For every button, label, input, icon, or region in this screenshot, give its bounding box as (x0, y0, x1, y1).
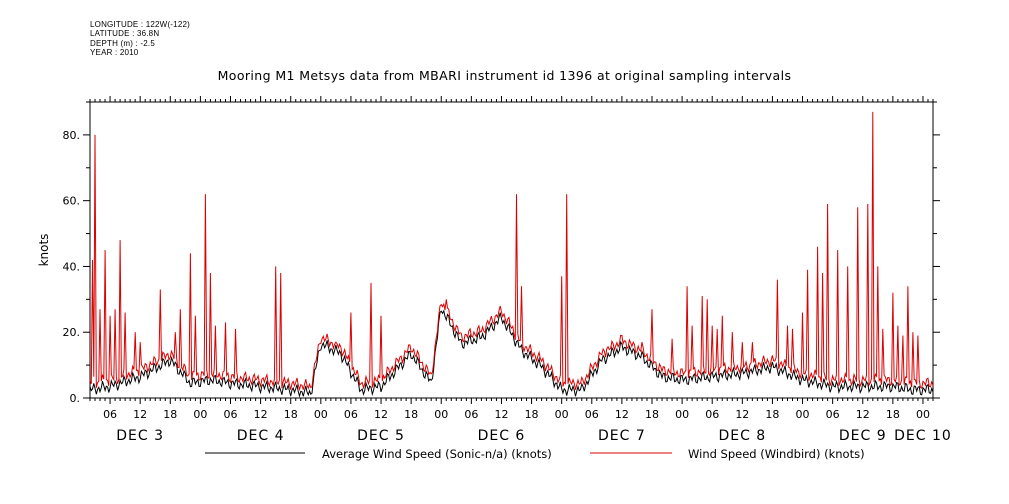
metadata-block: LONGITUDE : 122W(-122) LATITUDE : 36.8N … (90, 20, 190, 57)
y-tick-label: 20. (63, 326, 81, 339)
x-hour-tick-label: 06 (464, 408, 478, 421)
series-line-average-wind-speed (89, 309, 934, 398)
x-hour-tick-label: 18 (284, 408, 298, 421)
x-hour-tick-label: 12 (494, 408, 508, 421)
x-hour-tick-label: 00 (555, 408, 569, 421)
x-hour-tick-label: 12 (133, 408, 147, 421)
x-day-label: DEC 5 (357, 428, 405, 444)
x-day-label: DEC 10 (894, 428, 952, 444)
x-hour-tick-label: 12 (374, 408, 388, 421)
x-day-label: DEC 9 (839, 428, 887, 444)
x-day-label: DEC 8 (718, 428, 766, 444)
y-tick-label: 80. (63, 129, 81, 142)
x-hour-tick-label: 18 (765, 408, 779, 421)
x-day-label: DEC 4 (237, 428, 285, 444)
x-hour-tick-label: 00 (314, 408, 328, 421)
x-hour-tick-label: 00 (434, 408, 448, 421)
x-hour-tick-label: 18 (163, 408, 177, 421)
x-hour-tick-label: 18 (404, 408, 418, 421)
longitude-label: LONGITUDE : 122W(-122) (90, 20, 190, 29)
latitude-label: LATITUDE : 36.8N (90, 29, 160, 39)
y-tick-label: 60. (63, 195, 81, 208)
x-hour-tick-label: 18 (645, 408, 659, 421)
x-hour-tick-label: 06 (705, 408, 719, 421)
series-line-windbird-wind-speed (89, 111, 934, 392)
year-label: YEAR : 2010 (90, 47, 139, 57)
x-hour-tick-label: 18 (886, 408, 900, 421)
legend-label-average-wind-speed: Average Wind Speed (Sonic-n/a) (knots) (322, 447, 552, 461)
x-hour-tick-label: 12 (735, 408, 749, 421)
x-hour-tick-label: 00 (916, 408, 930, 421)
x-day-label: DEC 6 (478, 428, 526, 444)
chart-title: Mooring M1 Metsys data from MBARI instru… (217, 68, 792, 83)
x-hour-tick-label: 06 (103, 408, 117, 421)
x-hour-tick-label: 06 (585, 408, 599, 421)
x-hour-tick-label: 12 (856, 408, 870, 421)
x-hour-tick-label: 12 (615, 408, 629, 421)
x-day-label: DEC 7 (598, 428, 646, 444)
x-hour-tick-label: 06 (826, 408, 840, 421)
x-hour-tick-label: 00 (675, 408, 689, 421)
x-hour-tick-label: 06 (344, 408, 358, 421)
y-tick-label: 40. (63, 260, 81, 273)
y-axis-label: knots (37, 234, 51, 267)
x-hour-tick-label: 00 (796, 408, 810, 421)
x-hour-tick-label: 06 (224, 408, 238, 421)
x-hour-tick-label: 00 (193, 408, 207, 421)
y-tick-label: 0. (70, 392, 81, 405)
x-hour-tick-label: 12 (254, 408, 268, 421)
depth-label: DEPTH (m) : -2.5 (90, 38, 155, 48)
legend-label-windbird-wind-speed: Wind Speed (Windbird) (knots) (688, 447, 865, 461)
x-hour-tick-label: 18 (525, 408, 539, 421)
x-day-label: DEC 3 (116, 428, 164, 444)
